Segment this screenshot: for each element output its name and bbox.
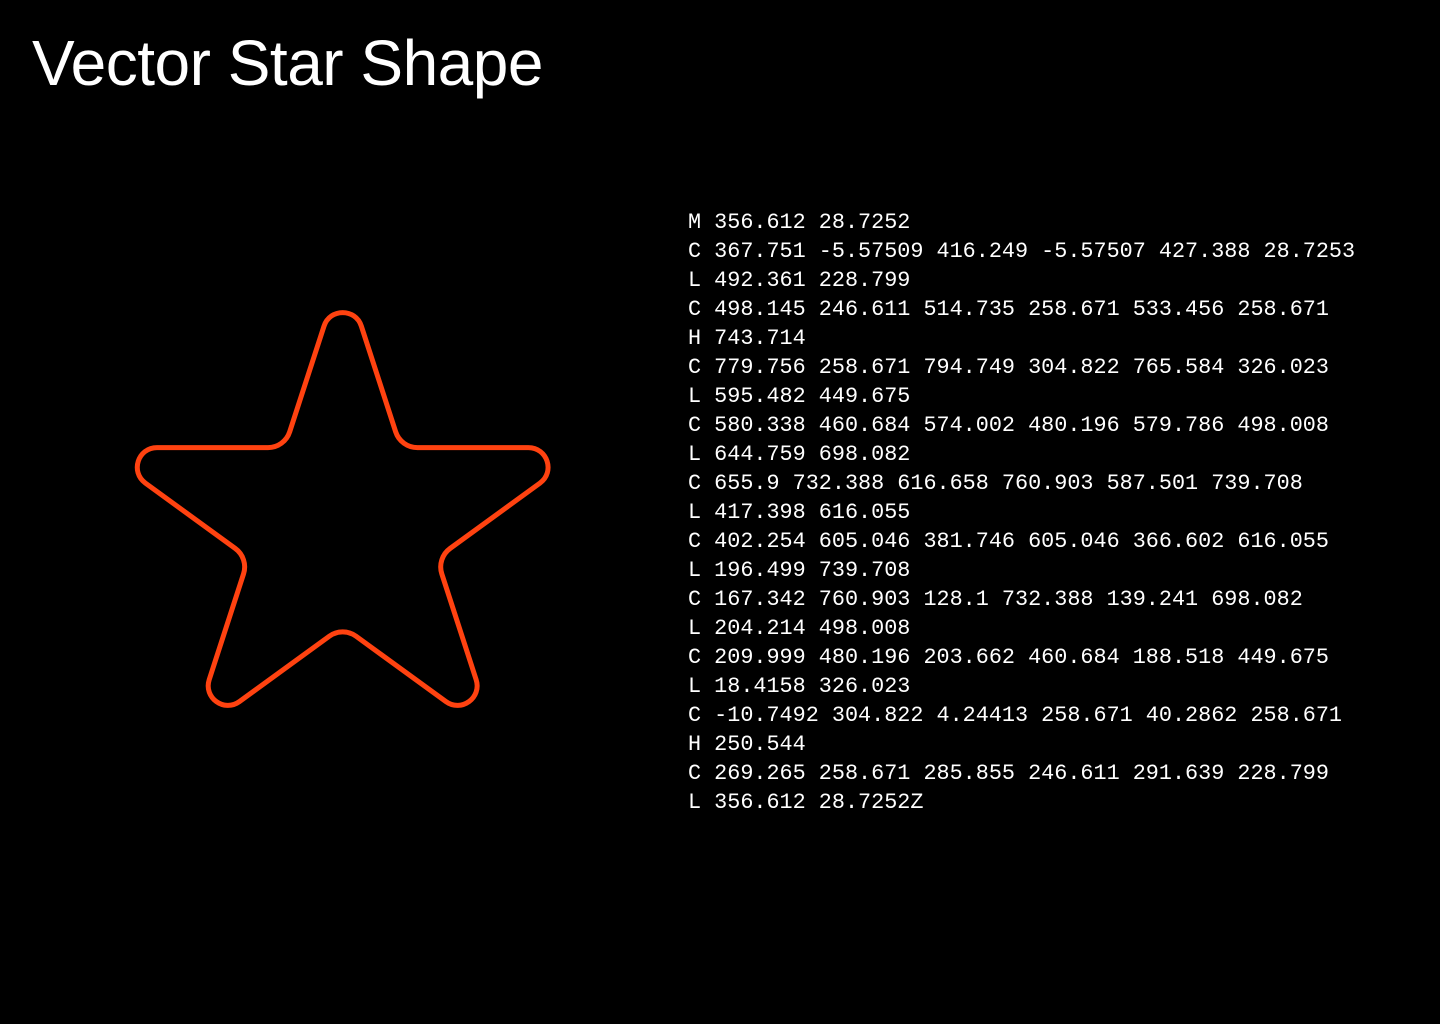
path-line: C 580.338 460.684 574.002 480.196 579.78… — [688, 413, 1329, 438]
path-line: C 367.751 -5.57509 416.249 -5.57507 427.… — [688, 239, 1356, 264]
path-line: L 356.612 28.7252Z — [688, 790, 924, 815]
star-canvas — [0, 0, 680, 1024]
path-line: C 269.265 258.671 285.855 246.611 291.63… — [688, 761, 1329, 786]
path-code: M 356.612 28.7252 C 367.751 -5.57509 416.… — [688, 208, 1355, 817]
path-line: C 779.756 258.671 794.749 304.822 765.58… — [688, 355, 1329, 380]
path-line: H 743.714 — [688, 326, 806, 351]
path-line: L 204.214 498.008 — [688, 616, 911, 641]
path-line: M 356.612 28.7252 — [688, 210, 911, 235]
path-line: C 402.254 605.046 381.746 605.046 366.60… — [688, 529, 1329, 554]
path-line: L 196.499 739.708 — [688, 558, 911, 583]
path-line: C 498.145 246.611 514.735 258.671 533.45… — [688, 297, 1329, 322]
path-line: L 644.759 698.082 — [688, 442, 911, 467]
title: Vector Star Shape — [32, 27, 543, 99]
path-line: C 209.999 480.196 203.662 460.684 188.51… — [688, 645, 1329, 670]
path-line: C 167.342 760.903 128.1 732.388 139.241 … — [688, 587, 1303, 612]
path-line: C 655.9 732.388 616.658 760.903 587.501 … — [688, 471, 1303, 496]
path-line: L 492.361 228.799 — [688, 268, 911, 293]
star-shape — [137, 313, 548, 706]
path-line: L 595.482 449.675 — [688, 384, 911, 409]
path-line: L 18.4158 326.023 — [688, 674, 911, 699]
path-line: C -10.7492 304.822 4.24413 258.671 40.28… — [688, 703, 1343, 728]
path-line: H 250.544 — [688, 732, 806, 757]
path-line: L 417.398 616.055 — [688, 500, 911, 525]
